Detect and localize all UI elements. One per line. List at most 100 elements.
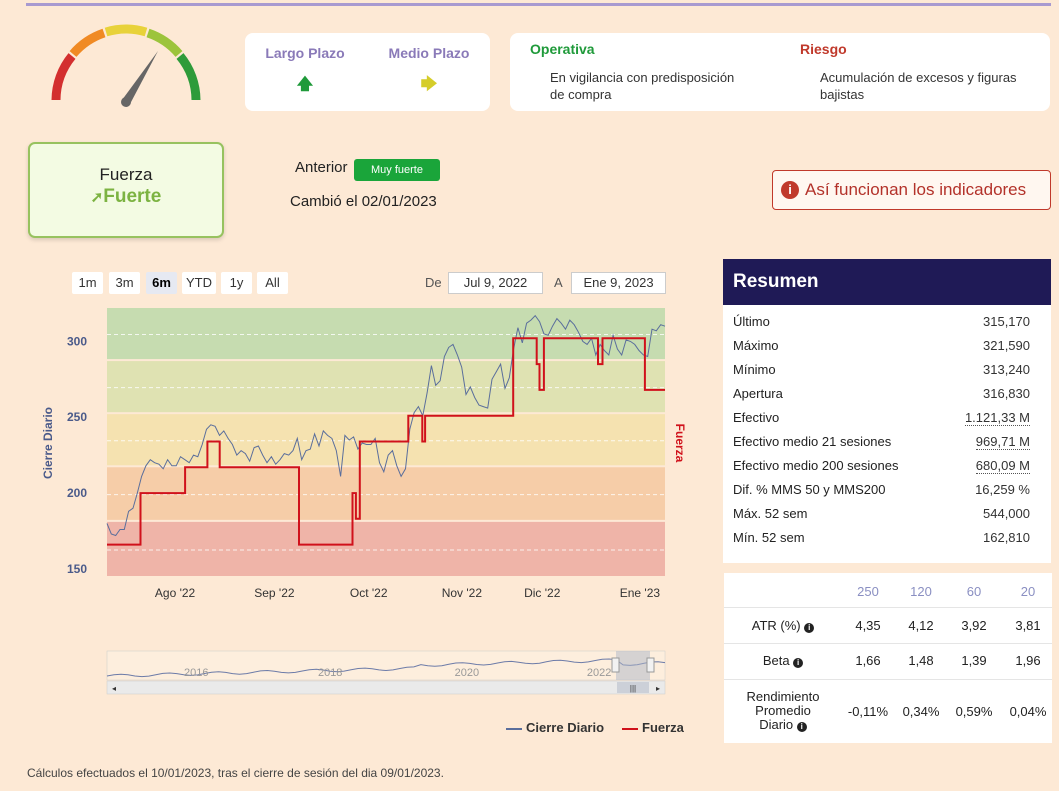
resumen-key: Dif. % MMS 50 y MMS200 xyxy=(733,482,886,497)
navigator-tick-label: 2016 xyxy=(184,667,208,679)
indicators-info-label: Así funcionan los indicadores xyxy=(805,180,1027,199)
navigator-tick-label: 2022 xyxy=(587,667,611,679)
resumen-key: Efectivo xyxy=(733,410,780,425)
series-cierre-diario-line xyxy=(106,314,666,537)
y2-axis-label: Fuerza xyxy=(673,424,687,463)
stats-row-label: Beta i xyxy=(730,653,836,668)
stats-table: 250 120 60 20 ATR (%) i 4,35 4,12 3,92 3,81 Beta … xyxy=(724,573,1052,743)
price-chart: 150 200 250 300 Ago '22 Sep '22 Oct '22 Nov '22… xyxy=(41,308,687,695)
range-button-1y[interactable]: 1y xyxy=(221,272,252,294)
scrollbar-grip-icon: ||| xyxy=(630,684,636,693)
x-tick-label: Nov '22 xyxy=(442,586,483,600)
resumen-row: Mín. 52 sem 162,810 xyxy=(733,526,1039,550)
stats-row-label: Rendimiento Promedio Diario i xyxy=(730,690,836,732)
resumen-value[interactable]: 1.121,33 M xyxy=(964,410,1030,426)
operativa-text-line2: de compra xyxy=(550,87,612,102)
navigator-handle-right xyxy=(646,657,655,673)
stats-cell: 0,34% xyxy=(902,704,940,719)
trend-up-right-icon: ➚ xyxy=(90,189,104,206)
fuerza-label: Fuerza xyxy=(99,165,153,184)
resumen-row: Último 315,170 xyxy=(733,310,1039,334)
indicators-info-button[interactable]: i Así funcionan los indicadores xyxy=(772,170,1051,210)
resumen-row: Mínimo 313,240 xyxy=(733,358,1039,382)
fuerza-card: Fuerza ➚Fuerte xyxy=(28,142,224,238)
footer-note: Cálculos efectuados el 10/01/2023, tras … xyxy=(27,766,444,780)
legend-cierre-label: Cierre Diario xyxy=(526,720,605,735)
resumen-key: Mín. 52 sem xyxy=(733,530,805,545)
anterior-label: Anterior xyxy=(295,159,348,176)
anterior-badge: Muy fuerte xyxy=(354,159,440,181)
strength-gauge xyxy=(51,24,201,107)
stats-cell: 0,59% xyxy=(955,704,993,719)
stats-cell: 1,96 xyxy=(1015,653,1041,668)
scrollbar-thumb xyxy=(617,682,649,693)
stats-cell: 3,81 xyxy=(1015,618,1041,633)
info-icon[interactable]: i xyxy=(796,722,807,732)
resumen-row: Efectivo medio 200 sesiones 680,09 M xyxy=(733,454,1039,478)
range-button-1m[interactable]: 1m xyxy=(72,272,103,294)
operativa-text-line1: En vigilancia con predisposición xyxy=(550,70,735,85)
range-button-ytd[interactable]: YTD xyxy=(182,272,216,294)
range-to-input[interactable]: Ene 9, 2023 xyxy=(571,272,666,294)
range-button-all[interactable]: All xyxy=(257,272,288,294)
gauge-orange-segment xyxy=(69,28,106,58)
resumen-key: Efectivo medio 21 sesiones xyxy=(733,434,892,449)
x-tick-label: Ene '23 xyxy=(620,586,661,600)
x-tick-label: Oct '22 xyxy=(350,586,388,600)
x-tick-label: Dic '22 xyxy=(524,586,561,600)
riesgo-text-line2: bajistas xyxy=(820,87,865,102)
stats-row-label-line: Diario i xyxy=(730,718,836,732)
resumen-value: 321,590 xyxy=(983,338,1030,353)
operativa-title: Operativa xyxy=(530,41,595,57)
range-button-6m[interactable]: 6m xyxy=(146,272,177,294)
resumen-row: Máximo 321,590 xyxy=(733,334,1039,358)
medio-plazo-label: Medio Plazo xyxy=(388,45,470,61)
scroll-right-icon: ▸ xyxy=(656,684,660,693)
stats-separator xyxy=(724,679,1052,680)
legend-item-cierre[interactable]: Cierre Diario xyxy=(506,720,604,735)
chart-band xyxy=(107,467,665,520)
scroll-left-icon: ◂ xyxy=(112,684,116,693)
legend-item-fuerza[interactable]: Fuerza xyxy=(622,720,684,735)
range-from-label: De xyxy=(425,275,442,290)
stats-header: 120 xyxy=(910,584,932,599)
info-icon[interactable]: i xyxy=(804,623,815,633)
operativa-text: En vigilancia con predisposición de comp… xyxy=(550,69,734,103)
riesgo-text: Acumulación de excesos y figuras bajista… xyxy=(820,69,1017,103)
y-tick-label: 300 xyxy=(67,334,87,348)
y-tick-label: 150 xyxy=(67,562,87,576)
info-icon[interactable]: i xyxy=(793,658,804,668)
resumen-value: 315,170 xyxy=(983,314,1030,329)
gauge-needle xyxy=(122,51,158,104)
resumen-value[interactable]: 680,09 M xyxy=(975,458,1030,474)
stats-cell: -0,11% xyxy=(847,704,889,719)
chart-band xyxy=(107,361,665,413)
stats-row-label-line: Rendimiento xyxy=(746,689,820,704)
stats-cell: 4,35 xyxy=(855,618,881,633)
series-fuerza-line xyxy=(107,337,665,546)
range-from-input[interactable]: Jul 9, 2022 xyxy=(448,272,543,294)
range-button-3m[interactable]: 3m xyxy=(109,272,140,294)
resumen-value[interactable]: 969,71 M xyxy=(975,434,1030,450)
resumen-row: Apertura 316,830 xyxy=(733,382,1039,406)
stats-separator xyxy=(724,607,1052,608)
x-tick-label: Ago '22 xyxy=(155,586,196,600)
resumen-key: Mínimo xyxy=(733,362,776,377)
chart-band xyxy=(107,308,665,360)
cambio-date: Cambió el 02/01/2023 xyxy=(290,193,437,210)
fuerza-value: ➚Fuerte xyxy=(30,186,222,208)
arrow-up-icon: 🡅 xyxy=(296,76,314,93)
navigator-handle-left xyxy=(611,657,620,673)
stats-row-label: ATR (%) i xyxy=(730,618,836,633)
stats-header: 250 xyxy=(857,584,879,599)
navigator-series xyxy=(106,658,666,678)
riesgo-text-line1: Acumulación de excesos y figuras xyxy=(820,70,1017,85)
fuerza-value-text: Fuerte xyxy=(103,186,162,207)
navigator-tick-label: 2018 xyxy=(318,667,342,679)
x-tick-label: Sep '22 xyxy=(254,586,295,600)
chart-band xyxy=(107,521,665,576)
resumen-title: Resumen xyxy=(723,259,1051,305)
riesgo-title: Riesgo xyxy=(800,41,847,57)
legend-line-icon xyxy=(506,727,522,730)
chart-band xyxy=(107,414,665,466)
